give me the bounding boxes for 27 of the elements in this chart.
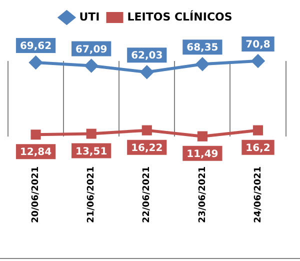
legend-label: LEITOS CLÍNICOS xyxy=(127,9,232,24)
point xyxy=(29,56,42,69)
x-tick-label: 23/06/2021 xyxy=(198,166,208,223)
data-label: 13,51 xyxy=(76,146,108,158)
point xyxy=(142,125,152,136)
x-tick-label: 20/06/2021 xyxy=(31,166,42,223)
x-tick-label: 21/06/2021 xyxy=(86,166,97,223)
point xyxy=(197,131,208,142)
x-tick-label: 22/06/2021 xyxy=(142,166,152,223)
data-label: 67,09 xyxy=(76,44,108,56)
point xyxy=(30,130,41,140)
point xyxy=(86,128,96,139)
data-label: 68,35 xyxy=(186,42,218,54)
data-label: 70,8 xyxy=(246,40,270,51)
data-label: 11,49 xyxy=(186,148,218,160)
point xyxy=(252,54,264,68)
x-tick-label: 24/06/2021 xyxy=(253,166,264,223)
data-label: 62,03 xyxy=(131,50,163,62)
point xyxy=(84,59,98,72)
data-label: 12,84 xyxy=(20,147,52,158)
legend-label: UTI xyxy=(79,10,100,24)
data-label: 69,62 xyxy=(20,41,52,52)
point xyxy=(140,66,154,79)
point xyxy=(196,58,209,71)
data-label: 16,2 xyxy=(246,142,270,154)
data-label: 16,22 xyxy=(131,142,163,154)
point xyxy=(252,125,264,136)
